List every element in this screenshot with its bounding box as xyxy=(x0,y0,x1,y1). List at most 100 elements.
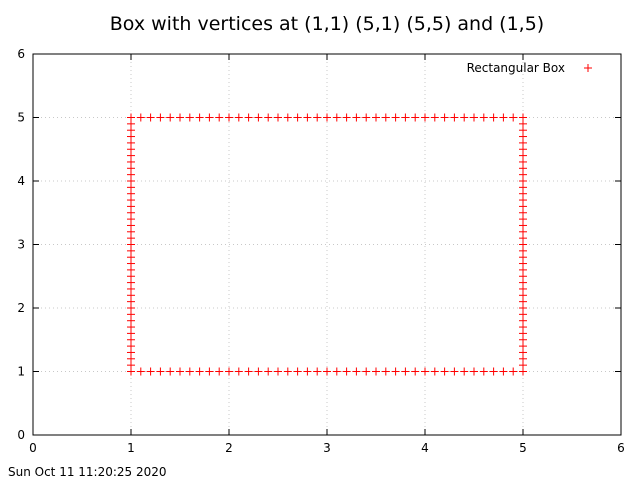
grid xyxy=(33,54,621,435)
data-point xyxy=(323,367,331,376)
data-point xyxy=(362,113,371,122)
timestamp: Sun Oct 11 11:20:25 2020 xyxy=(8,465,167,479)
data-point xyxy=(146,113,155,122)
x-tick-label: 4 xyxy=(421,441,429,455)
data-point xyxy=(401,113,410,122)
data-point xyxy=(421,367,429,376)
data-point xyxy=(489,113,498,122)
data-point xyxy=(176,367,184,376)
x-tick-label: 3 xyxy=(323,441,331,455)
data-point xyxy=(479,113,488,122)
x-tick-label: 6 xyxy=(617,441,625,455)
data-point xyxy=(479,367,488,376)
data-point xyxy=(283,367,292,376)
data-point xyxy=(460,113,469,122)
data-point xyxy=(362,367,371,376)
data-point xyxy=(205,367,214,376)
data-point xyxy=(244,367,253,376)
data-points xyxy=(127,113,527,376)
data-point xyxy=(470,367,478,376)
data-point xyxy=(234,367,243,376)
data-point xyxy=(136,367,145,376)
y-axis-ticks: 0 1 2 3 4 5 6 xyxy=(17,47,621,442)
data-point xyxy=(136,113,145,122)
data-point xyxy=(293,113,302,122)
data-point xyxy=(372,113,380,122)
data-point xyxy=(440,367,449,376)
data-point xyxy=(391,113,400,122)
data-point xyxy=(499,113,508,122)
data-point xyxy=(254,367,263,376)
data-point xyxy=(489,367,498,376)
data-point xyxy=(127,367,135,376)
data-point xyxy=(303,367,312,376)
data-point xyxy=(352,113,361,122)
data-point xyxy=(234,113,243,122)
x-tick-label: 5 xyxy=(519,441,527,455)
data-point xyxy=(401,367,410,376)
y-tick-label: 2 xyxy=(17,301,25,315)
legend: Rectangular Box xyxy=(467,61,592,75)
data-point xyxy=(274,367,282,376)
data-point xyxy=(323,113,331,122)
data-point xyxy=(381,367,390,376)
data-point xyxy=(499,367,508,376)
data-point xyxy=(156,113,165,122)
data-point xyxy=(352,367,361,376)
y-tick-label: 6 xyxy=(17,47,25,61)
data-point xyxy=(205,113,214,122)
data-point xyxy=(460,367,469,376)
data-point xyxy=(411,113,420,122)
x-tick-label: 0 xyxy=(29,441,37,455)
data-point xyxy=(166,367,175,376)
data-point xyxy=(293,367,302,376)
data-point xyxy=(215,113,224,122)
legend-marker xyxy=(584,64,592,72)
data-point xyxy=(342,367,351,376)
data-point xyxy=(519,113,527,122)
chart-title: Box with vertices at (1,1) (5,1) (5,5) a… xyxy=(110,13,544,35)
data-point xyxy=(430,113,439,122)
data-point xyxy=(313,113,322,122)
data-point xyxy=(185,367,194,376)
data-point xyxy=(421,113,429,122)
x-tick-label: 1 xyxy=(127,441,135,455)
x-tick-label: 2 xyxy=(225,441,233,455)
data-point xyxy=(509,113,518,122)
data-point xyxy=(440,113,449,122)
data-point xyxy=(185,113,194,122)
data-point xyxy=(342,113,351,122)
y-tick-label: 4 xyxy=(17,174,25,188)
data-point xyxy=(470,113,478,122)
data-point xyxy=(195,113,204,122)
data-point xyxy=(176,113,184,122)
data-point xyxy=(450,113,459,122)
y-tick-label: 5 xyxy=(17,111,25,125)
data-point xyxy=(509,367,518,376)
data-point xyxy=(264,113,273,122)
data-point xyxy=(372,367,380,376)
data-point xyxy=(166,113,175,122)
data-point xyxy=(264,367,273,376)
data-point xyxy=(391,367,400,376)
data-point xyxy=(215,367,224,376)
data-point xyxy=(225,367,233,376)
data-point xyxy=(303,113,312,122)
data-point xyxy=(450,367,459,376)
data-point xyxy=(381,113,390,122)
y-tick-label: 1 xyxy=(17,365,25,379)
data-point xyxy=(332,113,341,122)
data-point xyxy=(313,367,322,376)
data-point xyxy=(146,367,155,376)
data-point xyxy=(244,113,253,122)
data-point xyxy=(283,113,292,122)
legend-label-rectangular-box: Rectangular Box xyxy=(467,61,565,75)
data-point xyxy=(195,367,204,376)
data-point xyxy=(254,113,263,122)
data-point xyxy=(411,367,420,376)
data-point xyxy=(225,113,233,122)
data-point xyxy=(332,367,341,376)
y-tick-label: 0 xyxy=(17,428,25,442)
data-point xyxy=(430,367,439,376)
